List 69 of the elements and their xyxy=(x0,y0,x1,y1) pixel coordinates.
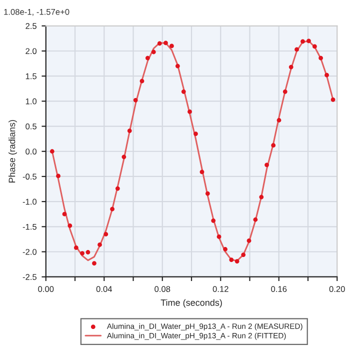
y-tick-label: -1.5 xyxy=(22,224,37,230)
point xyxy=(306,38,311,44)
point xyxy=(122,154,126,160)
point xyxy=(80,251,84,256)
point xyxy=(68,223,72,228)
y-tick-label: 0.5 xyxy=(26,123,37,130)
point xyxy=(276,118,282,122)
point xyxy=(288,64,294,70)
point xyxy=(318,56,324,60)
point xyxy=(216,234,222,239)
point xyxy=(282,89,288,94)
point xyxy=(229,258,234,262)
x-tick-label: 0.00 xyxy=(38,286,54,292)
point xyxy=(170,44,174,48)
point xyxy=(127,128,132,133)
point xyxy=(157,41,162,46)
x-axis-title: Time (seconds) xyxy=(160,299,222,308)
point xyxy=(110,206,114,212)
point xyxy=(205,191,210,196)
point xyxy=(86,250,90,254)
point xyxy=(151,50,156,54)
x-tick-label: 0.04 xyxy=(96,286,112,292)
y-tick-label: -1.0 xyxy=(22,198,37,205)
point xyxy=(223,247,228,252)
point xyxy=(253,217,258,222)
point xyxy=(164,40,168,46)
point xyxy=(115,186,120,191)
point xyxy=(145,56,150,60)
point xyxy=(62,212,67,216)
text: 1.08e-1, -1.57e+0 xyxy=(4,8,70,16)
point xyxy=(246,238,252,243)
point xyxy=(194,132,198,136)
point xyxy=(98,242,102,247)
x-tick-label: 0.16 xyxy=(271,286,287,292)
y-tick-label: 2.5 xyxy=(26,23,37,29)
point xyxy=(104,232,108,236)
point xyxy=(300,39,305,44)
y-tick-label: 2.0 xyxy=(26,48,37,54)
point xyxy=(50,149,54,154)
point xyxy=(312,44,317,49)
y-tick-label: -0.5 xyxy=(22,174,37,180)
point xyxy=(294,47,299,52)
point xyxy=(211,218,216,223)
x-tick-label: 0.08 xyxy=(154,286,170,292)
y-tick-label: -2.5 xyxy=(22,274,37,280)
point xyxy=(74,246,78,250)
point xyxy=(92,261,96,266)
point xyxy=(175,64,180,68)
line-series xyxy=(51,40,334,262)
point xyxy=(56,174,60,178)
x-tick-label: 0.20 xyxy=(329,286,345,292)
point xyxy=(264,162,269,168)
point xyxy=(140,78,144,84)
point xyxy=(133,98,138,102)
x-tick-label: 0.12 xyxy=(212,286,228,292)
point xyxy=(330,97,336,102)
point xyxy=(271,143,276,148)
point xyxy=(241,252,246,257)
y-axis-title: Phase (radians) xyxy=(8,120,17,182)
point xyxy=(200,170,204,174)
point xyxy=(259,194,264,200)
point xyxy=(324,72,329,78)
y-tick-label: -2.0 xyxy=(22,248,37,255)
y-tick-label: 1.5 xyxy=(26,73,37,80)
point xyxy=(181,89,186,94)
y-tick-label: 0.0 xyxy=(26,148,37,154)
y-tick-label: 1.0 xyxy=(26,98,37,104)
point xyxy=(234,259,240,264)
point xyxy=(188,110,192,114)
